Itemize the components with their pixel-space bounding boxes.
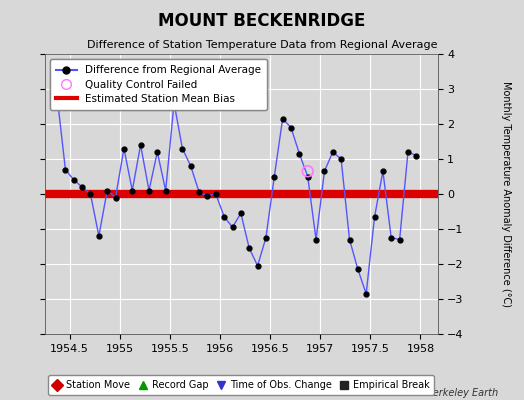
Text: Berkeley Earth: Berkeley Earth xyxy=(425,388,498,398)
Text: MOUNT BECKENRIDGE: MOUNT BECKENRIDGE xyxy=(158,12,366,30)
Legend: Station Move, Record Gap, Time of Obs. Change, Empirical Break: Station Move, Record Gap, Time of Obs. C… xyxy=(48,376,434,395)
Point xyxy=(303,168,312,174)
Legend: Difference from Regional Average, Quality Control Failed, Estimated Station Mean: Difference from Regional Average, Qualit… xyxy=(50,59,267,110)
Text: Monthly Temperature Anomaly Difference (°C): Monthly Temperature Anomaly Difference (… xyxy=(500,81,511,307)
Text: Difference of Station Temperature Data from Regional Average: Difference of Station Temperature Data f… xyxy=(87,40,437,50)
